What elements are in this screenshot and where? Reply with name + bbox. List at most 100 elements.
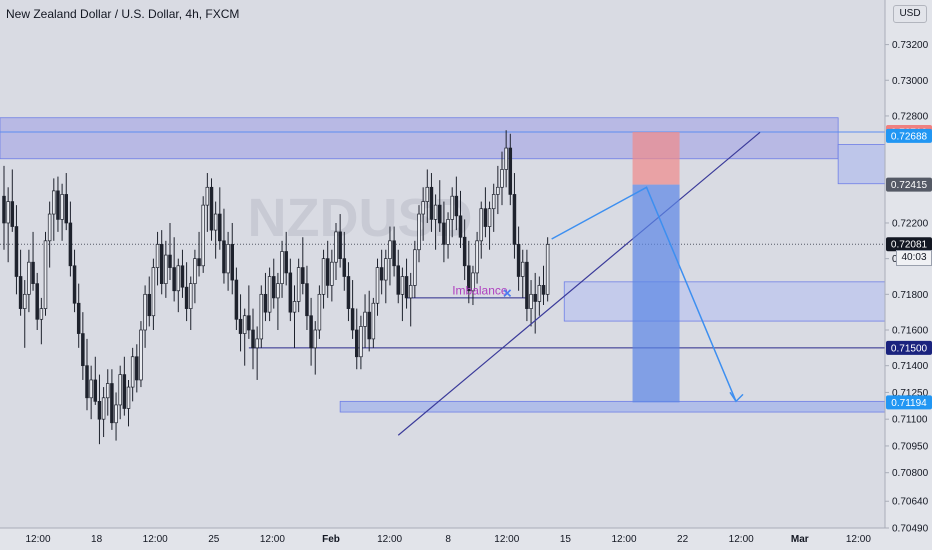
candle-body [479,208,484,242]
candle-body [251,329,255,349]
candle-body [433,204,438,220]
candle-body [313,329,318,349]
price-label-box [886,177,932,192]
candle-body [533,293,537,302]
currency-button[interactable]: USD [893,5,927,23]
candle-body [130,356,135,388]
candle-body [280,251,284,284]
price-tick-label: 0.70950 [892,441,929,452]
candle-body [201,204,205,267]
candle-body [189,283,193,309]
candle-body [159,244,164,284]
candle-body [450,195,454,220]
candle-body [72,265,77,304]
candle-body [346,276,351,309]
candle-body [267,276,272,313]
candle-body [363,311,367,327]
candle-body [101,397,106,420]
price-label-box [886,395,932,410]
candle-body [429,186,434,220]
price-tick-label: 0.71400 [892,361,929,372]
candle-body [508,147,513,195]
candle-body [496,186,500,195]
candle-body [247,315,251,331]
imbalance-label: Imbalance [452,283,508,297]
candle-body [483,208,488,227]
candle-body [520,261,525,277]
price-tick-label: 0.70490 [892,524,929,535]
candle-body [301,267,305,284]
price-label-text: 0.72688 [891,131,928,142]
candle-body [139,329,143,381]
time-tick-label: 12:00 [846,534,871,545]
price-label-box [886,237,932,252]
candle-body [529,293,533,309]
candle-body [467,265,471,292]
candle-body [23,293,27,309]
candle-body [321,258,326,295]
candle-body [384,258,388,281]
zone-rect [0,117,839,160]
trend-line [397,131,761,436]
candle-body [147,293,152,317]
time-tick-label: Mar [791,534,809,545]
plot-background [0,0,885,528]
zone-rect [563,281,889,322]
candle-body [342,258,347,277]
price-tick-label: 0.71100 [892,415,928,426]
candle-body [168,254,172,268]
candle-body [309,315,313,349]
candle-body [226,244,230,274]
candle-body [359,326,363,358]
candle-body [504,147,508,170]
candle-body [14,226,19,277]
candle-body [305,283,309,317]
candle-body [392,240,396,267]
candle-body [388,240,392,259]
candle-body [176,265,181,292]
candle-body [110,383,114,424]
candle-body [135,356,139,381]
time-tick-label: 12:00 [611,534,636,545]
candle-body [288,272,293,313]
candle-body [172,267,176,292]
candle-body [525,261,529,309]
candle-body [230,244,235,281]
candle-body [367,311,371,340]
zone-rect [339,400,932,413]
candle-body [379,267,384,281]
time-tick-label: 25 [208,534,220,545]
price-tick-label: 0.71600 [892,326,929,337]
time-tick-label: 12:00 [729,534,754,545]
candle-body [89,379,93,399]
candle-body [126,386,131,409]
candle-body [213,213,218,231]
price-tick-label: 0.73200 [892,40,929,51]
candle-body [242,315,247,334]
candle-body [471,272,475,292]
candle-body [292,301,297,313]
price-label-box [886,128,932,143]
price-tick-label: 0.73000 [892,76,929,87]
candle-body [197,258,201,267]
candle-body [60,194,64,220]
candle-body [438,204,442,224]
candle-body [404,276,409,299]
candle-body [155,244,160,268]
time-tick-label: 12:00 [494,534,519,545]
price-tick-label: 0.71250 [892,388,929,399]
time-tick-label: 8 [445,534,451,545]
candle-body [325,258,330,286]
candle-body [205,186,210,206]
bar-countdown: 40:03 [896,250,932,266]
candle-body [164,254,168,284]
candle-body [180,265,185,288]
candle-body [330,261,334,286]
candle-body [545,244,550,295]
candle-body [512,194,517,245]
time-tick-label: Feb [322,534,340,545]
candle-body [39,308,44,320]
stop-loss-zone [632,132,680,185]
